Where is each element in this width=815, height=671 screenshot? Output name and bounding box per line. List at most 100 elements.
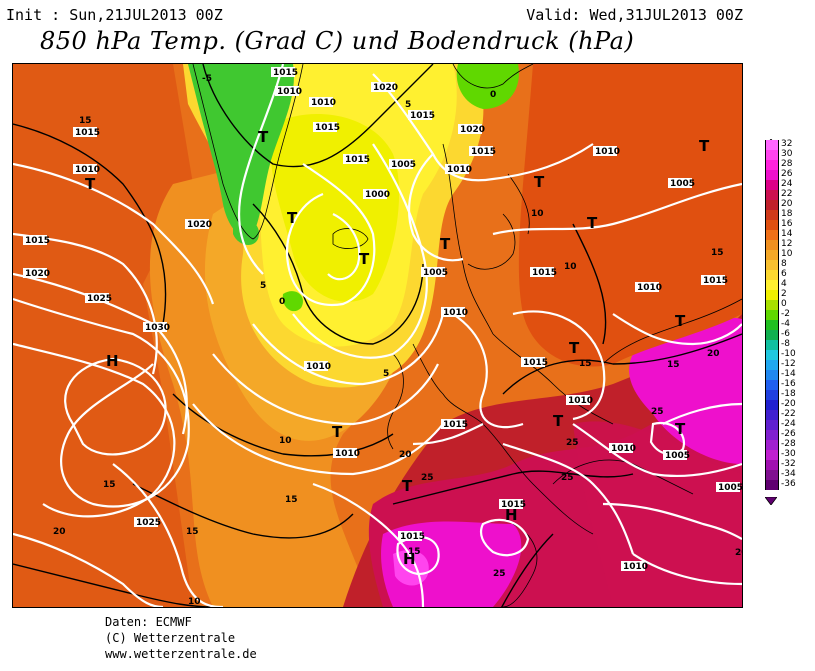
isobar-label: 1010 — [623, 562, 648, 572]
legend-top-cap — [764, 132, 778, 148]
legend-label: -6 — [781, 329, 790, 339]
legend-label: -30 — [781, 449, 796, 459]
isotherm-label: 15 — [711, 248, 724, 258]
low-pressure-center: T — [402, 477, 413, 495]
legend-label: 18 — [781, 209, 793, 219]
legend-label: 32 — [781, 139, 793, 149]
low-pressure-center: T — [675, 312, 686, 330]
isotherm-label: 25 — [651, 407, 664, 417]
legend-label: -34 — [781, 469, 796, 479]
legend-swatch — [765, 380, 779, 390]
low-pressure-center: T — [258, 128, 269, 146]
isobar-label: 1015 — [25, 236, 50, 246]
isotherm-label: 25 — [561, 473, 574, 483]
legend-entry: 8 — [765, 259, 815, 270]
low-pressure-center: T — [534, 173, 545, 191]
legend-entry: 14 — [765, 229, 815, 240]
map-title: 850 hPa Temp. (Grad C) und Bodendruck (h… — [40, 27, 635, 55]
isobar-label: 1000 — [365, 190, 390, 200]
legend-swatch — [765, 290, 779, 300]
legend-swatch — [765, 150, 779, 160]
legend-swatch — [765, 210, 779, 220]
low-pressure-center: T — [287, 209, 298, 227]
legend-entry: -14 — [765, 369, 815, 380]
low-pressure-center: T — [569, 339, 580, 357]
isobar-label: 1015 — [703, 276, 728, 286]
isobar-label: 1010 — [443, 308, 468, 318]
legend-label: 24 — [781, 179, 793, 189]
legend-swatch — [765, 260, 779, 270]
pressure-centers: H H H T T T T T T T T T T T T T T — [85, 128, 710, 568]
legend-entry: -30 — [765, 449, 815, 460]
isobar-label: 1015 — [523, 358, 548, 368]
isobar-label: 1015 — [532, 268, 557, 278]
legend-swatch — [765, 180, 779, 190]
isotherm-label: 0 — [490, 90, 496, 100]
isotherm-label: 25 — [493, 569, 506, 579]
isobar-label: 1015 — [345, 155, 370, 165]
legend-entry: -8 — [765, 339, 815, 350]
legend-swatch — [765, 270, 779, 280]
legend-label: 14 — [781, 229, 793, 239]
legend-label: 8 — [781, 259, 787, 269]
legend-entry: 20 — [765, 199, 815, 210]
legend-label: 2 — [781, 289, 787, 299]
low-pressure-center: T — [359, 250, 370, 268]
legend-label: -28 — [781, 439, 796, 449]
credits-data-source: Daten: ECMWF — [105, 615, 192, 629]
legend-label: -18 — [781, 389, 796, 399]
legend-label: -16 — [781, 379, 796, 389]
legend-entry: -10 — [765, 349, 815, 360]
high-pressure-center: H — [403, 550, 416, 568]
isobar-label: 1015 — [501, 500, 526, 510]
legend-label: 16 — [781, 219, 793, 229]
low-pressure-center: T — [675, 420, 686, 438]
isobar-label: 1015 — [443, 420, 468, 430]
low-pressure-center: T — [332, 423, 343, 441]
isobar-label: 1005 — [391, 160, 416, 170]
isobar-label: 1025 — [87, 294, 112, 304]
isobar-label: 1020 — [187, 220, 212, 230]
credits: Daten: ECMWF (C) Wetterzentrale www.wett… — [105, 614, 257, 662]
legend-entry: 30 — [765, 149, 815, 160]
legend-label: -12 — [781, 359, 796, 369]
legend-entry: -18 — [765, 389, 815, 400]
legend-swatch — [765, 350, 779, 360]
isotherm-label: 15 — [579, 359, 592, 369]
legend-swatch — [765, 440, 779, 450]
isobar-label: 1010 — [75, 165, 100, 175]
legend-bottom-cap — [764, 490, 778, 506]
weather-map: 1015 1010 1020 1015 1010 1015 1005 1000 … — [12, 63, 743, 608]
legend-swatch — [765, 470, 779, 480]
legend-label: 4 — [781, 279, 787, 289]
temp-band-west — [13, 64, 193, 607]
temp-band-16-east — [518, 64, 742, 367]
isobar-label: 1015 — [315, 123, 340, 133]
legend-entry: -20 — [765, 399, 815, 410]
isotherm-label: 25 — [421, 473, 434, 483]
legend-swatch — [765, 410, 779, 420]
legend-swatch — [765, 460, 779, 470]
isobar-label: 1025 — [136, 518, 161, 528]
isobar-label: 1010 — [335, 449, 360, 459]
isobar-label: 1015 — [75, 128, 100, 138]
init-time: Init : Sun,21JUL2013 00Z — [6, 6, 223, 24]
isotherm-label: 20 — [399, 450, 412, 460]
legend-swatch — [765, 280, 779, 290]
legend-entry: 24 — [765, 179, 815, 190]
legend-entry: 18 — [765, 209, 815, 220]
legend-label: -26 — [781, 429, 796, 439]
legend-entry: 0 — [765, 299, 815, 310]
legend-label: -20 — [781, 399, 796, 409]
legend-entry: -34 — [765, 469, 815, 480]
legend-entry: 12 — [765, 239, 815, 250]
legend-label: -24 — [781, 419, 796, 429]
credits-url[interactable]: www.wetterzentrale.de — [105, 647, 257, 661]
legend-label: -10 — [781, 349, 796, 359]
low-pressure-center: T — [440, 235, 451, 253]
legend-label: 20 — [781, 199, 793, 209]
isotherm-label: 0 — [279, 297, 285, 307]
isotherm-label: 15 — [103, 480, 116, 490]
legend-entry: 4 — [765, 279, 815, 290]
isotherm-label: 10 — [531, 209, 544, 219]
